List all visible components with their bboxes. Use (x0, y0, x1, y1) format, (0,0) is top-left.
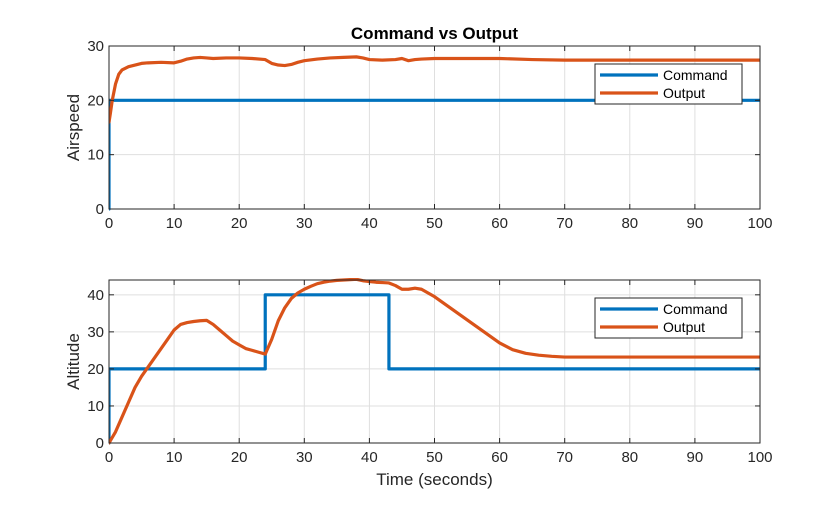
legend-label-output: Output (663, 319, 705, 335)
series-line-command (109, 293, 760, 445)
x-tick-label: 90 (687, 449, 704, 466)
x-tick-label: 0 (105, 449, 113, 466)
x-tick-label: 30 (296, 449, 313, 466)
x-tick-label: 60 (491, 449, 508, 466)
x-tick-label: 100 (747, 449, 772, 466)
x-tick-label: 90 (687, 215, 704, 232)
altitude-axes: 0 10 20 30 40 50 60 70 80 90 100 0 10 20 30 40 Altitude T… (64, 278, 773, 489)
x-tick-label: 100 (747, 215, 772, 232)
y-axis-label: Altitude (64, 333, 83, 390)
legend-box (594, 297, 743, 339)
x-tick-label: 50 (426, 215, 443, 232)
x-tick-label: 20 (231, 449, 248, 466)
series-line-command (109, 98, 760, 211)
legend: Command Output (594, 297, 743, 339)
x-tick-label: 70 (556, 215, 573, 232)
x-tick-label: 80 (621, 215, 638, 232)
x-tick-label: 50 (426, 449, 443, 466)
legend: Command Output (594, 63, 743, 105)
y-tick-label: 10 (87, 398, 104, 415)
x-axis-label: Time (seconds) (376, 470, 493, 489)
x-tick-label: 40 (361, 215, 378, 232)
y-tick-label: 20 (87, 92, 104, 109)
series-line-output (109, 278, 760, 445)
legend-label-command: Command (663, 67, 728, 83)
x-tick-label: 40 (361, 449, 378, 466)
legend-box (594, 63, 743, 105)
y-axis-label: Airspeed (64, 94, 83, 161)
x-tick-label: 20 (231, 215, 248, 232)
chart-title: Command vs Output (351, 24, 519, 43)
y-tick-label: 0 (96, 201, 104, 218)
y-tick-label: 40 (87, 287, 104, 304)
x-tick-label: 60 (491, 215, 508, 232)
x-tick-label: 70 (556, 449, 573, 466)
y-tick-label: 20 (87, 361, 104, 378)
y-tick-label: 0 (96, 435, 104, 452)
y-tick-label: 30 (87, 324, 104, 341)
x-tick-label: 80 (621, 449, 638, 466)
x-tick-label: 10 (166, 215, 183, 232)
x-tick-label: 30 (296, 215, 313, 232)
x-tick-label: 10 (166, 449, 183, 466)
y-tick-label: 30 (87, 38, 104, 55)
x-tick-label: 0 (105, 215, 113, 232)
legend-label-output: Output (663, 85, 705, 101)
legend-label-command: Command (663, 301, 728, 317)
series-line-output (109, 55, 760, 124)
y-tick-label: 10 (87, 147, 104, 164)
airspeed-axes: 0 10 20 30 40 50 60 70 80 90 100 0 10 20 30 Command vs … (64, 24, 773, 232)
